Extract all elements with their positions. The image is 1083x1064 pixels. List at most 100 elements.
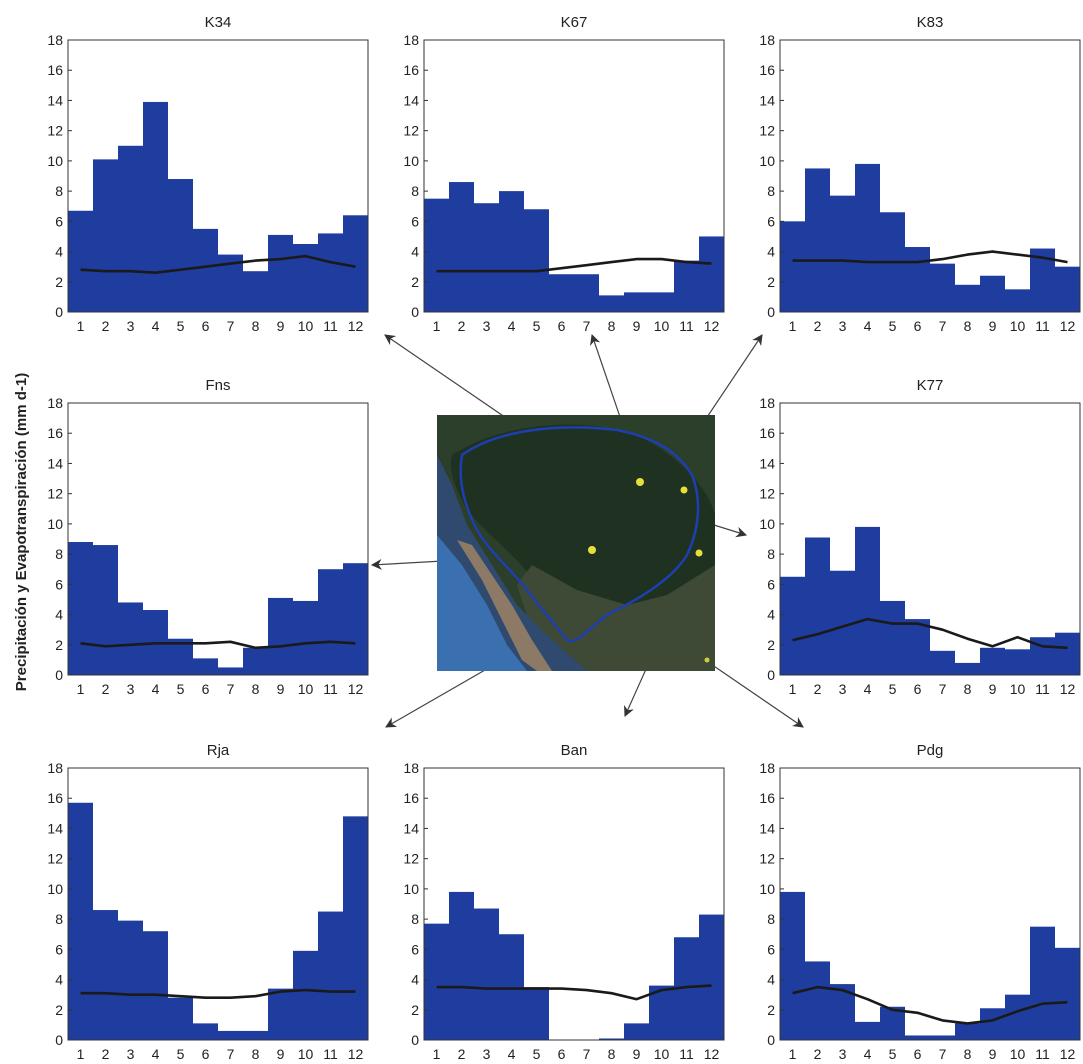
- bar: [1005, 289, 1030, 312]
- bar: [93, 545, 118, 675]
- y-tick-label: 4: [767, 244, 775, 260]
- x-tick-label: 7: [939, 1046, 947, 1062]
- x-tick-label: 4: [864, 1046, 872, 1062]
- bar: [293, 244, 318, 312]
- bar: [524, 209, 549, 312]
- bar: [930, 1035, 955, 1040]
- x-tick-label: 5: [177, 681, 185, 697]
- y-tick-label: 4: [411, 244, 419, 260]
- x-tick-label: 3: [483, 318, 491, 334]
- y-tick-label: 16: [47, 790, 63, 806]
- x-tick-label: 6: [558, 1046, 566, 1062]
- bar: [780, 891, 805, 1040]
- y-tick-label: 6: [767, 213, 775, 229]
- x-tick-label: 6: [202, 681, 210, 697]
- bar: [955, 284, 980, 312]
- et-line: [436, 257, 712, 273]
- bar: [449, 891, 474, 1040]
- x-tick-label: 8: [964, 318, 972, 334]
- x-tick-label: 7: [227, 681, 235, 697]
- x-tick-label: 3: [839, 681, 847, 697]
- x-tick-label: 7: [583, 318, 591, 334]
- x-tick-label: 11: [1035, 318, 1050, 334]
- y-tick-label: 8: [767, 911, 775, 927]
- y-tick-label: 10: [759, 153, 775, 169]
- plot-border: [779, 402, 1081, 676]
- bar: [268, 988, 293, 1040]
- bar: [1005, 994, 1030, 1040]
- y-tick-label: 2: [55, 1002, 63, 1018]
- y-tick-label: 10: [403, 153, 419, 169]
- x-tick-label: 12: [1060, 681, 1076, 697]
- y-tick-label: 16: [403, 790, 419, 806]
- bar: [318, 233, 343, 312]
- x-tick-label: 9: [277, 1046, 285, 1062]
- y-tick-label: 12: [47, 486, 63, 502]
- bar: [855, 526, 880, 675]
- bar: [855, 163, 880, 312]
- x-tick-label: 10: [298, 318, 314, 334]
- bar: [880, 600, 905, 675]
- y-tick-label: 12: [47, 851, 63, 867]
- plot-border: [67, 767, 369, 1041]
- y-tick-label: 8: [767, 546, 775, 562]
- y-tick-label: 18: [759, 32, 775, 48]
- x-tick-label: 9: [277, 318, 285, 334]
- y-tick-label: 6: [767, 576, 775, 592]
- bar: [649, 985, 674, 1040]
- bar: [980, 275, 1005, 312]
- y-tick-label: 0: [55, 667, 63, 683]
- y-tick-label: 4: [411, 972, 419, 988]
- x-tick-label: 9: [989, 1046, 997, 1062]
- pointer-arrow: [704, 659, 804, 728]
- x-tick-label: 7: [227, 1046, 235, 1062]
- x-tick-label: 1: [789, 318, 797, 334]
- x-tick-label: 3: [839, 318, 847, 334]
- x-tick-label: 8: [964, 1046, 972, 1062]
- x-tick-label: 12: [1060, 1046, 1076, 1062]
- bar: [93, 159, 118, 312]
- x-tick-label: 7: [227, 318, 235, 334]
- x-tick-label: 4: [508, 1046, 516, 1062]
- bar: [218, 667, 243, 675]
- x-tick-label: 4: [152, 1046, 160, 1062]
- y-tick-label: 0: [767, 304, 775, 320]
- x-tick-label: 8: [608, 1046, 616, 1062]
- bar: [193, 1023, 218, 1040]
- bar: [1055, 947, 1080, 1040]
- x-tick-label: 10: [298, 681, 314, 697]
- x-tick-label: 11: [323, 681, 338, 697]
- x-tick-label: 5: [177, 318, 185, 334]
- bar: [905, 247, 930, 312]
- bar: [1055, 266, 1080, 312]
- y-tick-label: 10: [759, 881, 775, 897]
- x-tick-label: 7: [583, 1046, 591, 1062]
- y-tick-label: 0: [767, 667, 775, 683]
- y-tick-label: 6: [55, 941, 63, 957]
- bar: [243, 647, 268, 675]
- bar: [343, 215, 368, 312]
- x-tick-label: 11: [323, 318, 338, 334]
- bar: [193, 658, 218, 675]
- bar: [980, 647, 1005, 675]
- bar: [343, 816, 368, 1040]
- x-tick-label: 9: [989, 318, 997, 334]
- y-tick-label: 14: [759, 455, 775, 471]
- y-tick-label: 18: [403, 32, 419, 48]
- y-tick-label: 10: [759, 516, 775, 532]
- y-tick-label: 6: [55, 213, 63, 229]
- south-america-map-image: [437, 415, 715, 671]
- y-tick-label: 0: [55, 304, 63, 320]
- y-tick-label: 14: [759, 820, 775, 836]
- y-tick-label: 8: [411, 183, 419, 199]
- y-tick-label: 0: [411, 1032, 419, 1048]
- y-tick-label: 8: [55, 183, 63, 199]
- x-tick-label: 3: [127, 681, 135, 697]
- y-tick-label: 8: [767, 183, 775, 199]
- y-tick-label: 16: [759, 62, 775, 78]
- y-tick-label: 14: [47, 455, 63, 471]
- y-tick-label: 14: [47, 820, 63, 836]
